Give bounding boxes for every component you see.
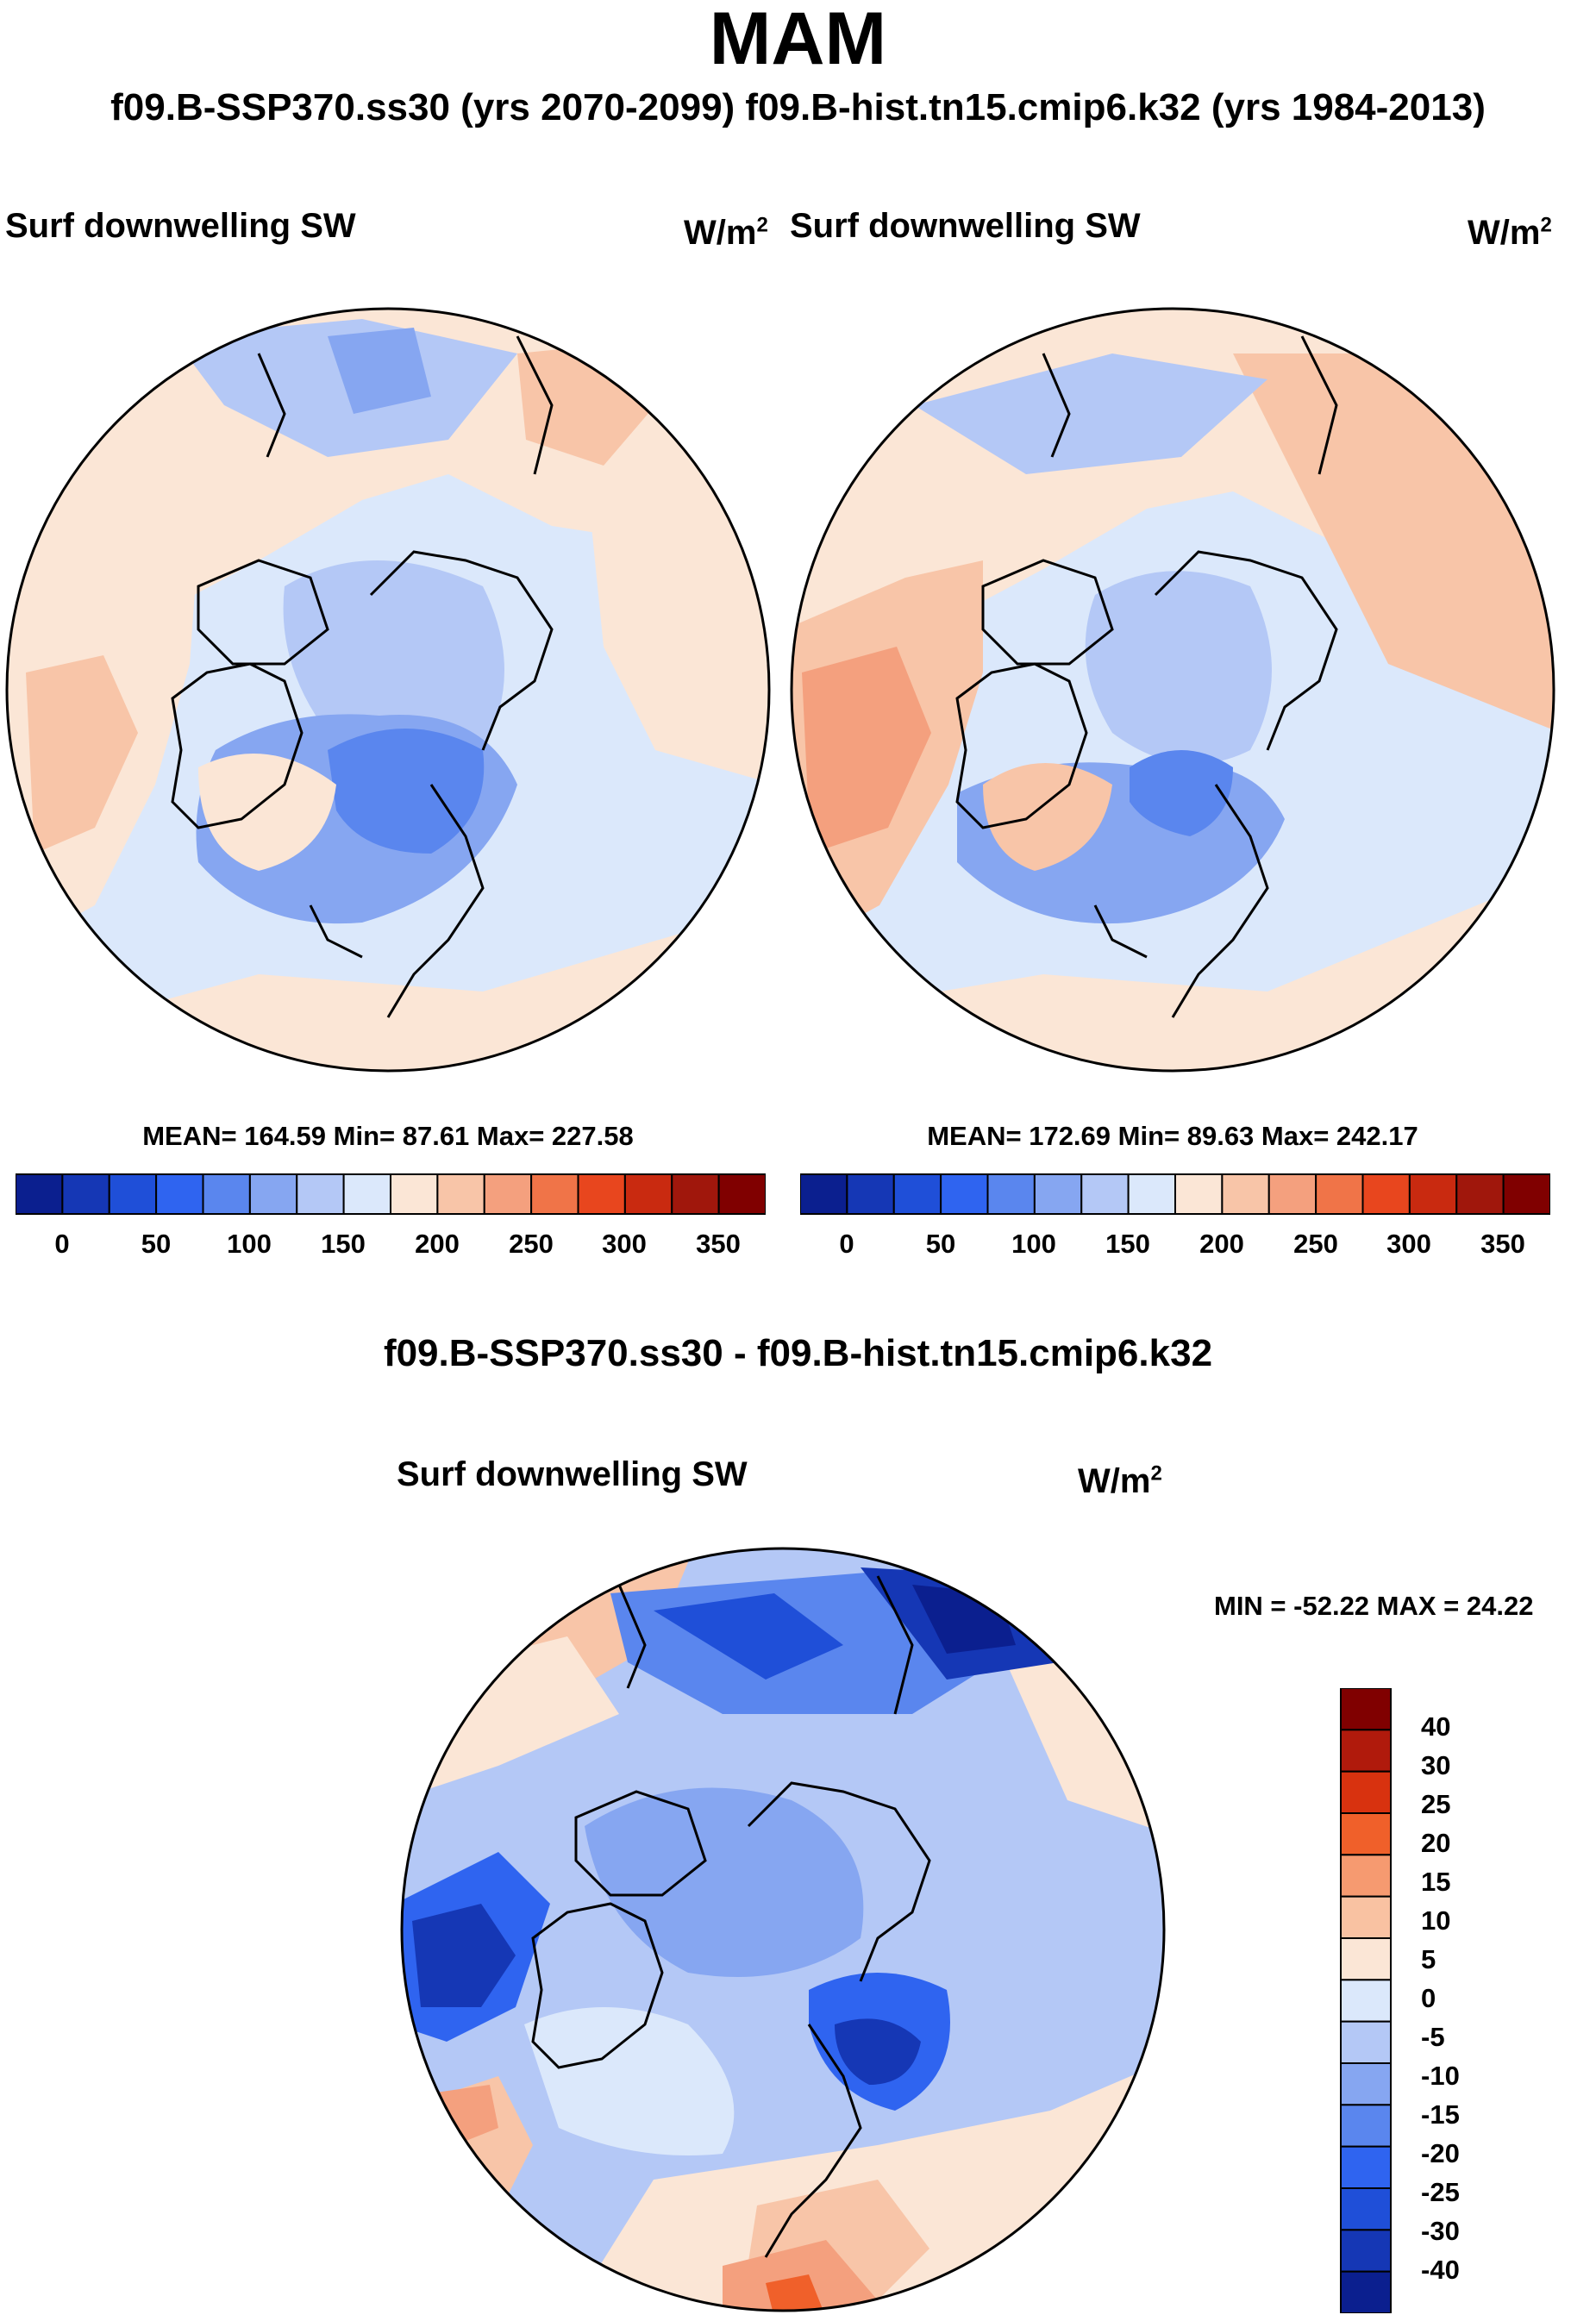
colorbar-swatch (1340, 1770, 1392, 1814)
panel1-tick: 250 (509, 1229, 554, 1259)
colorbar-swatch (892, 1173, 942, 1215)
diff-tick: -10 (1421, 2061, 1460, 2091)
diff-tick: 20 (1421, 1828, 1451, 1858)
colorbar-swatch (623, 1173, 673, 1215)
colorbar-swatch (1080, 1173, 1130, 1215)
experiment-header: f09.B-SSP370.ss30 (yrs 2070-2099) f09.B-… (110, 86, 1486, 128)
colorbar-swatch (671, 1173, 720, 1215)
colorbar-swatch (1174, 1173, 1224, 1215)
colorbar-swatch (1340, 2229, 1392, 2273)
diff-tick: -20 (1421, 2138, 1460, 2168)
colorbar-swatch (248, 1173, 298, 1215)
panel2-tick: 100 (1011, 1229, 1056, 1259)
panel1-colorbar (16, 1173, 766, 1215)
panel2-colorbar (800, 1173, 1550, 1215)
panel1-tick: 350 (696, 1229, 741, 1259)
colorbar-swatch (155, 1173, 204, 1215)
diff-tick: 10 (1421, 1905, 1451, 1936)
diff-tick: 5 (1421, 1944, 1436, 1974)
colorbar-swatch (846, 1173, 895, 1215)
colorbar-swatch (1361, 1173, 1411, 1215)
diff-polar-map (400, 1547, 1166, 2312)
diff-tick: -15 (1421, 2099, 1460, 2130)
panel1-tick: 50 (141, 1229, 172, 1259)
season-title: MAM (709, 0, 887, 80)
panel2-tick: 0 (839, 1229, 854, 1259)
colorbar-swatch (296, 1173, 345, 1215)
colorbar-swatch (1340, 2145, 1392, 2190)
colorbar-swatch (483, 1173, 533, 1215)
panel1-tick: 200 (415, 1229, 460, 1259)
colorbar-swatch (1033, 1173, 1083, 1215)
diff-variable-label: Surf downwelling SW (397, 1455, 748, 1493)
colorbar-swatch (1340, 1895, 1392, 1940)
diff-tick: -25 (1421, 2177, 1460, 2207)
diff-tick: 0 (1421, 1983, 1436, 2013)
colorbar-swatch (1340, 1812, 1392, 1856)
diff-tick: -40 (1421, 2255, 1460, 2285)
diff-colorbar (1340, 1688, 1392, 2313)
diff-tick: 30 (1421, 1750, 1451, 1780)
colorbar-swatch (1340, 1937, 1392, 1981)
colorbar-swatch (1267, 1173, 1317, 1215)
panel2-tick: 150 (1105, 1229, 1150, 1259)
colorbar-swatch (1340, 1688, 1392, 1731)
colorbar-swatch (1340, 1979, 1392, 2023)
colorbar-swatch (202, 1173, 251, 1215)
colorbar-swatch (1340, 2020, 1392, 2064)
panel2-polar-map (790, 307, 1555, 1073)
panel1-stats: MEAN= 164.59 Min= 87.61 Max= 227.58 (142, 1121, 634, 1151)
panel1-variable-label: Surf downwelling SW (5, 207, 356, 245)
colorbar-swatch (108, 1173, 158, 1215)
panel1-tick: 0 (54, 1229, 70, 1259)
colorbar-swatch (940, 1173, 989, 1215)
diff-unit-label: W/m2 (1078, 1461, 1162, 1500)
panel2-tick: 350 (1480, 1229, 1525, 1259)
colorbar-swatch (530, 1173, 579, 1215)
colorbar-swatch (1340, 2104, 1392, 2148)
panel1-tick: 100 (227, 1229, 272, 1259)
colorbar-swatch (1502, 1173, 1550, 1215)
panel1-unit-label: W/m2 (684, 213, 768, 252)
colorbar-swatch (800, 1173, 848, 1215)
colorbar-swatch (1408, 1173, 1458, 1215)
colorbar-swatch (986, 1173, 1036, 1215)
colorbar-swatch (577, 1173, 626, 1215)
colorbar-swatch (717, 1173, 766, 1215)
colorbar-swatch (1340, 2187, 1392, 2231)
colorbar-swatch (1127, 1173, 1176, 1215)
colorbar-swatch (1455, 1173, 1505, 1215)
diff-tick: -5 (1421, 2022, 1445, 2052)
diff-tick: 40 (1421, 1711, 1451, 1742)
colorbar-swatch (1340, 1854, 1392, 1898)
panel2-variable-label: Surf downwelling SW (790, 207, 1141, 245)
colorbar-swatch (1340, 1729, 1392, 1773)
diff-tick: 15 (1421, 1867, 1451, 1897)
panel2-tick: 200 (1199, 1229, 1244, 1259)
diff-tick: -30 (1421, 2216, 1460, 2246)
colorbar-swatch (61, 1173, 110, 1215)
colorbar-swatch (1340, 2062, 1392, 2106)
colorbar-swatch (16, 1173, 64, 1215)
panel1-tick: 150 (321, 1229, 366, 1259)
panel1-tick: 300 (602, 1229, 647, 1259)
colorbar-swatch (390, 1173, 439, 1215)
colorbar-swatch (436, 1173, 485, 1215)
colorbar-swatch (1340, 2270, 1392, 2313)
panel2-tick: 300 (1386, 1229, 1431, 1259)
colorbar-swatch (342, 1173, 391, 1215)
panel2-tick: 250 (1293, 1229, 1338, 1259)
colorbar-swatch (1221, 1173, 1270, 1215)
difference-title: f09.B-SSP370.ss30 - f09.B-hist.tn15.cmip… (383, 1332, 1213, 1374)
panel1-polar-map (5, 307, 771, 1073)
panel2-tick: 50 (925, 1229, 956, 1259)
colorbar-swatch (1315, 1173, 1364, 1215)
diff-minmax: MIN = -52.22 MAX = 24.22 (1214, 1591, 1534, 1621)
panel2-unit-label: W/m2 (1468, 213, 1552, 252)
panel2-stats: MEAN= 172.69 Min= 89.63 Max= 242.17 (927, 1121, 1418, 1151)
diff-tick: 25 (1421, 1789, 1451, 1819)
